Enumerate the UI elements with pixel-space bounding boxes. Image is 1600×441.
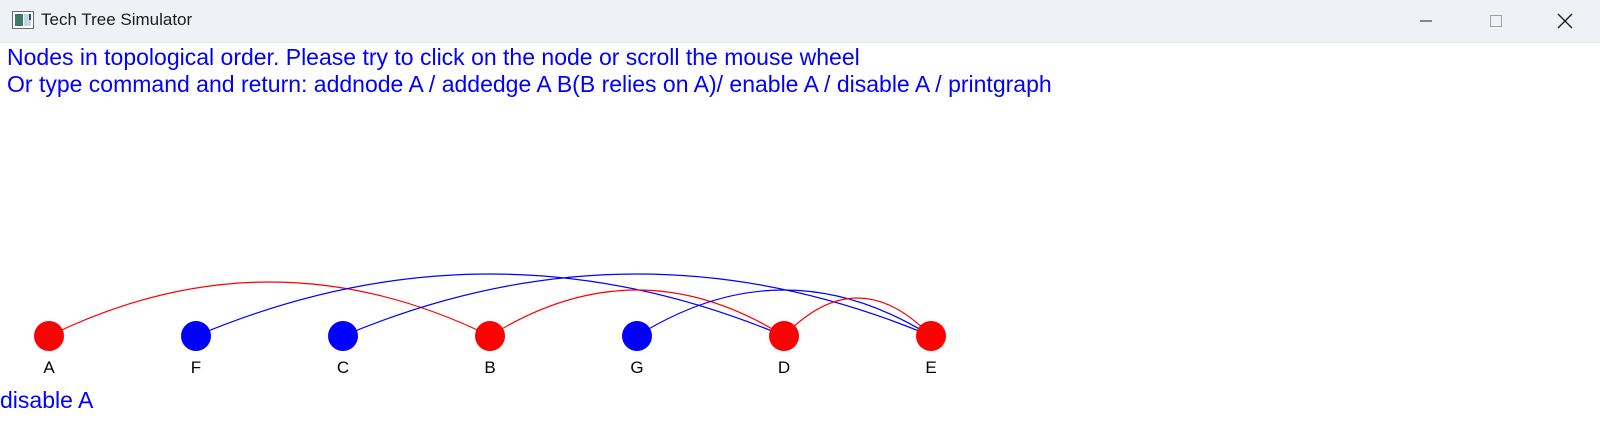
node-C-circle[interactable] [328, 321, 358, 351]
node-E-circle[interactable] [916, 321, 946, 351]
command-input-text[interactable]: disable A [0, 387, 94, 413]
canvas-area[interactable]: Nodes in topological order. Please try t… [0, 43, 1600, 441]
node-C-label: C [337, 358, 349, 377]
app-icon [12, 11, 34, 29]
edge-C-E [342, 273, 932, 337]
node-F-circle[interactable] [181, 321, 211, 351]
edge-F-D [195, 273, 785, 337]
minimize-icon [1420, 20, 1432, 22]
close-icon [1557, 13, 1573, 29]
window-title: Tech Tree Simulator [41, 10, 193, 29]
maximize-button[interactable] [1461, 0, 1531, 42]
node-B-circle[interactable] [475, 321, 505, 351]
edge-G-E [636, 289, 932, 337]
node-B-label: B [484, 358, 495, 377]
node-D[interactable]: D [769, 321, 799, 377]
node-B[interactable]: B [475, 321, 505, 377]
node-A[interactable]: A [34, 321, 64, 377]
node-F-label: F [191, 358, 201, 377]
node-G-circle[interactable] [622, 321, 652, 351]
node-A-label: A [43, 358, 55, 377]
maximize-icon [1490, 15, 1502, 27]
edges-layer [48, 273, 932, 337]
node-D-label: D [778, 358, 790, 377]
edge-A-B [48, 281, 491, 337]
minimize-button[interactable] [1391, 0, 1461, 42]
node-F[interactable]: F [181, 321, 211, 377]
node-A-circle[interactable] [34, 321, 64, 351]
node-E[interactable]: E [916, 321, 946, 377]
node-G-label: G [630, 358, 643, 377]
node-E-label: E [925, 358, 936, 377]
close-button[interactable] [1530, 0, 1600, 42]
edge-B-D [489, 289, 785, 337]
edge-D-E [783, 297, 932, 337]
instruction-line-2: Or type command and return: addnode A / … [7, 71, 1052, 97]
instruction-line-1: Nodes in topological order. Please try t… [7, 44, 860, 70]
title-bar[interactable]: Tech Tree Simulator [0, 0, 1600, 43]
node-D-circle[interactable] [769, 321, 799, 351]
node-G[interactable]: G [622, 321, 652, 377]
node-C[interactable]: C [328, 321, 358, 377]
